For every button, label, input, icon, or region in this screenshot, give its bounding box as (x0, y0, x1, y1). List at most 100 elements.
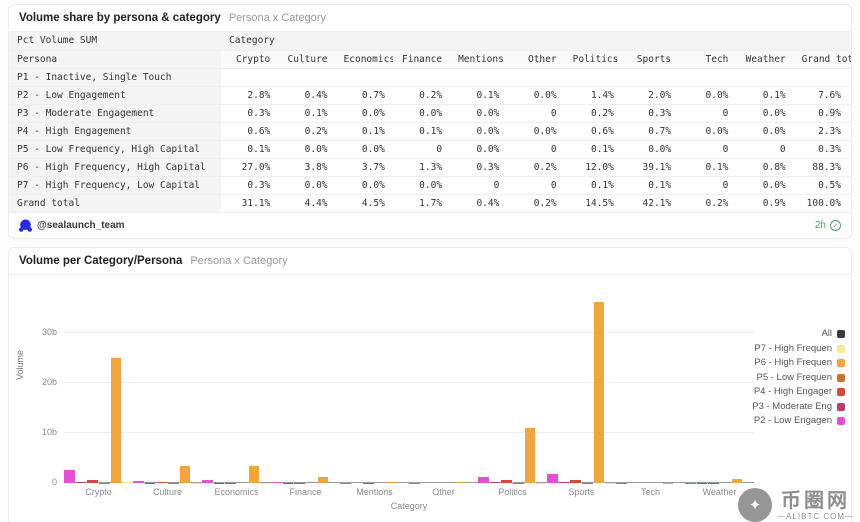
bar-p6-sports[interactable] (593, 302, 605, 483)
chart-legend: All P7 - High Frequen P6 - High Frequen P5 … (752, 327, 845, 429)
x-tick-label: Other (432, 487, 455, 497)
value-cell: 0.1% (278, 104, 336, 123)
author-handle[interactable]: @sealaunch_team (19, 219, 125, 232)
legend-item[interactable]: P4 - High Engager (752, 385, 845, 400)
value-cell: 0 (679, 140, 737, 159)
legend-label: P4 - High Engager (753, 386, 832, 397)
bar-p7-crypto[interactable] (122, 481, 134, 483)
bar-p3-sports[interactable] (558, 481, 570, 483)
row-header: Persona (9, 50, 221, 69)
legend-item[interactable]: P5 - Low Frequen (752, 371, 845, 386)
panel-subtitle: Persona x Category (228, 12, 326, 24)
value-cell: 0.5% (793, 176, 851, 195)
value-cell (278, 68, 336, 87)
table-row: P1 - Inactive, Single Touch (9, 68, 851, 87)
bar-p6-culture[interactable] (179, 465, 191, 483)
value-cell: 0.1% (564, 176, 622, 195)
y-tick-label: 30b (41, 327, 57, 337)
legend-label: P6 - High Frequen (754, 357, 832, 368)
x-tick-label: Finance (289, 487, 322, 497)
value-cell (679, 68, 737, 87)
bar-p2-finance[interactable] (270, 482, 282, 483)
bar-p2-culture[interactable] (132, 481, 144, 483)
value-cell (507, 68, 565, 87)
legend-item[interactable]: P7 - High Frequen (752, 342, 845, 357)
value-cell: 0.2% (507, 194, 565, 212)
value-cell (221, 68, 279, 87)
bar-p4-sports[interactable] (570, 479, 581, 483)
x-tick-label: Culture (152, 487, 182, 497)
legend-swatch (837, 402, 845, 411)
value-cell: 1.7% (392, 194, 451, 212)
value-cell: 0.6% (564, 122, 622, 141)
value-cell: 31.1% (221, 194, 279, 212)
table-row: P2 - Low Engagement 2.8% 0.4% 0.7% 0.2% 0.1% 0… (9, 86, 851, 105)
value-cell: 0.6% (221, 122, 279, 141)
column-header: Sports (621, 50, 680, 69)
x-tick-label: Economics (214, 487, 259, 497)
bar-p6-crypto[interactable] (110, 358, 122, 483)
bar-p3-politics[interactable] (489, 482, 501, 483)
value-cell: 0.3% (450, 158, 508, 177)
value-cell: 100.0% (793, 194, 851, 212)
value-cell: 0.0% (450, 122, 508, 141)
bar-p6-mentions[interactable] (386, 481, 398, 483)
bar-p4-politics[interactable] (501, 480, 512, 483)
bar-p6-politics[interactable] (524, 427, 536, 483)
column-header: Culture (278, 50, 336, 69)
value-cell: 0.1% (621, 176, 680, 195)
sync-status-badge[interactable]: 2h ✓ (815, 220, 841, 231)
value-cell: 0.0% (679, 122, 737, 141)
value-cell: 0 (392, 140, 451, 159)
bar-p6-weather[interactable] (731, 479, 743, 483)
value-cell: 0.0% (335, 140, 393, 159)
bar-group-weather: Weather (684, 293, 754, 497)
column-header: Grand total (793, 50, 851, 69)
value-cell: 0.0% (736, 176, 794, 195)
bar-group-economics: Economics (201, 293, 272, 497)
legend-label: P2 - Low Engagen (753, 415, 832, 426)
value-cell: 0.0% (679, 86, 737, 105)
bar-p6-finance[interactable] (317, 477, 329, 483)
value-cell: 3.7% (335, 158, 393, 177)
legend-item[interactable]: All (752, 327, 845, 342)
value-cell: 0.3% (793, 140, 851, 159)
gridline: 30b (42, 327, 754, 337)
legend-item[interactable]: P3 - Moderate Eng (752, 400, 845, 415)
legend-item[interactable]: P6 - High Frequen (752, 356, 845, 371)
bar-p2-sports[interactable] (546, 473, 558, 483)
value-cell: 0.7% (621, 122, 680, 141)
bar-p2-economics[interactable] (201, 479, 213, 483)
value-cell: 0.0% (392, 104, 451, 123)
persona-label: P3 - Moderate Engagement (9, 104, 221, 123)
y-tick-label: 0 (51, 477, 57, 487)
legend-label: P5 - Low Frequen (756, 371, 832, 383)
sealaunch-logo-icon (19, 219, 32, 232)
bar-chart: Volume 0 10b 20b 30b Crypto Culture Economics F… (9, 275, 851, 522)
bar-p2-politics[interactable] (477, 476, 489, 483)
bar-p3-crypto[interactable] (75, 481, 87, 483)
column-header: Politics (564, 50, 622, 69)
bar-p2-crypto[interactable] (63, 470, 75, 483)
value-cell: 0.4% (450, 194, 508, 212)
value-cell: 0.0% (278, 176, 336, 195)
value-cell: 0.1% (450, 86, 508, 105)
value-cell: 0.2% (278, 122, 336, 141)
volume-chart-panel: Volume per Category/Persona Persona x Ca… (8, 247, 852, 522)
table-row: P7 - High Frequency, Low Capital 0.3% 0.0%… (9, 176, 851, 195)
legend-item[interactable]: P2 - Low Engagen (752, 414, 845, 429)
value-cell: 0.2% (679, 194, 737, 212)
legend-swatch (837, 330, 845, 339)
value-cell: 42.1% (621, 194, 680, 212)
bar-p6-other[interactable] (455, 482, 467, 483)
bar-p4-culture[interactable] (156, 482, 167, 483)
value-cell: 0.1% (736, 86, 794, 105)
volume-share-footer: @sealaunch_team 2h ✓ (9, 212, 851, 238)
bar-p4-crypto[interactable] (87, 480, 98, 483)
x-axis-label: Category (390, 501, 428, 511)
legend-swatch (837, 359, 845, 368)
bar-p6-economics[interactable] (248, 466, 260, 483)
value-cell: 0.0% (450, 104, 508, 123)
chart-subtitle: Persona x Category (190, 255, 288, 267)
